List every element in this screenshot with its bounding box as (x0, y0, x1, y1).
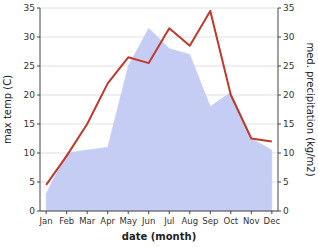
y2-tick (278, 153, 281, 154)
y2-tick (278, 124, 281, 125)
x-tick-label: Aug (181, 216, 198, 226)
grid (40, 8, 278, 211)
x-tick (271, 211, 272, 214)
y2-tick (278, 95, 281, 96)
y2-axis-line (278, 8, 279, 211)
x-tick (148, 211, 149, 214)
y2-tick-label: 25 (283, 61, 294, 71)
y2-tick (278, 37, 281, 38)
x-tick (210, 211, 211, 214)
grid-line (40, 8, 278, 9)
x-tick-label: May (119, 216, 137, 226)
x-tick (66, 211, 67, 214)
y2-tick-label: 10 (283, 148, 295, 158)
y2-tick-label: 15 (283, 119, 294, 129)
x-tick-label: Nov (243, 216, 260, 226)
y2-axis-label: med. precipitation (kg/m2) (305, 42, 316, 176)
x-tick (107, 211, 108, 214)
grid-line (40, 211, 278, 212)
y-tick (37, 182, 40, 183)
y-tick-label: 35 (24, 3, 35, 13)
y-axis-line (40, 8, 41, 211)
y-tick-label: 0 (29, 206, 35, 216)
y2-tick (278, 182, 281, 183)
y-tick (37, 124, 40, 125)
x-tick (169, 211, 170, 214)
chart: 0 5 10 15 20 25 30 35 0 5 10 15 20 25 30 35 Jan Feb Mar Apr… (0, 0, 318, 247)
x-tick-label: Oct (223, 216, 238, 226)
y2-tick (278, 211, 281, 212)
y-tick (37, 153, 40, 154)
y-tick-label: 5 (29, 177, 35, 187)
axes: 0 5 10 15 20 25 30 35 0 5 10 15 20 25 30 35 Jan Feb Mar Apr… (24, 3, 295, 226)
y2-tick-label: 35 (283, 3, 294, 13)
x-tick (46, 211, 47, 214)
x-tick (251, 211, 252, 214)
y-tick-label: 15 (24, 119, 35, 129)
y2-tick-label: 20 (283, 90, 295, 100)
x-tick (128, 211, 129, 214)
x-axis-line (40, 211, 278, 212)
y-tick-label: 25 (24, 61, 35, 71)
y2-tick (278, 8, 281, 9)
temp-line (46, 11, 272, 185)
y-tick (37, 8, 40, 9)
y2-tick-label: 5 (283, 177, 289, 187)
x-tick (87, 211, 88, 214)
y-tick (37, 37, 40, 38)
x-tick-label: Sep (202, 216, 218, 226)
x-tick-label: Feb (59, 216, 74, 226)
x-tick-label: Mar (79, 216, 96, 226)
grid-line (40, 37, 278, 38)
y-tick (37, 95, 40, 96)
x-axis-label: date (month) (122, 231, 196, 242)
x-tick (189, 211, 190, 214)
y-axis-label: max temp (C) (2, 75, 13, 144)
y-tick-label: 20 (24, 90, 36, 100)
y-tick (37, 66, 40, 67)
x-tick (230, 211, 231, 214)
plot-area (46, 11, 272, 211)
y-tick-label: 10 (24, 148, 36, 158)
x-tick-label: Jun (141, 216, 155, 226)
x-tick-label: Jul (163, 216, 174, 226)
x-tick-label: Jan (39, 216, 53, 226)
x-tick-label: Dec (264, 216, 281, 226)
x-tick-label: Apr (100, 216, 115, 226)
y2-tick-label: 0 (283, 206, 289, 216)
y2-tick (278, 66, 281, 67)
y-tick (37, 211, 40, 212)
y2-tick-label: 30 (283, 32, 295, 42)
precip-area (46, 28, 272, 211)
y-tick-label: 30 (24, 32, 36, 42)
